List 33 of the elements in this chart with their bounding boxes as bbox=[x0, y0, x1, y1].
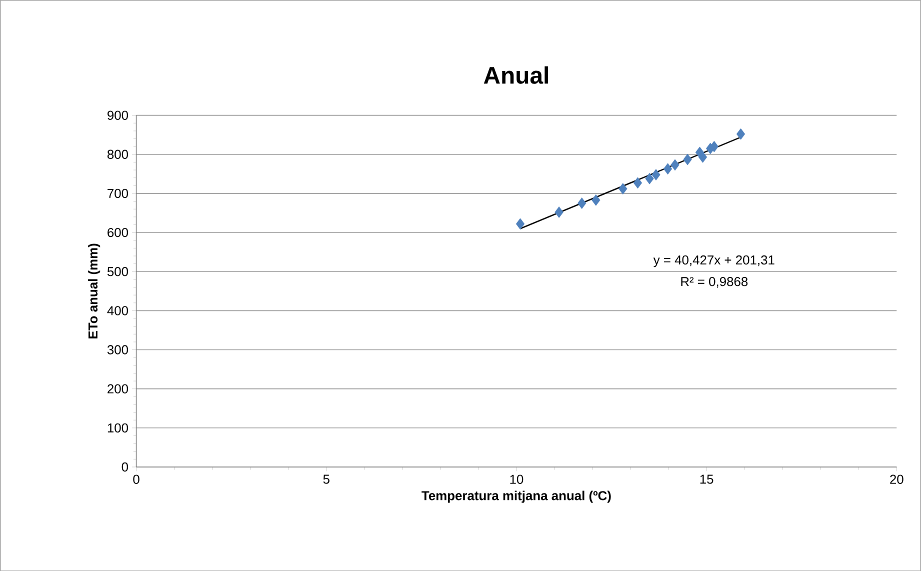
point bbox=[736, 128, 746, 140]
y-tick-label: 400 bbox=[107, 306, 128, 316]
point bbox=[683, 154, 692, 166]
point bbox=[652, 168, 660, 180]
point bbox=[645, 172, 654, 184]
annotation: y = 40,427x + 201,31 bbox=[653, 255, 774, 267]
chart-title: Anual bbox=[484, 66, 548, 84]
point bbox=[578, 197, 586, 209]
point bbox=[618, 182, 628, 194]
x-tick-label: 15 bbox=[700, 474, 714, 484]
point bbox=[516, 218, 525, 230]
y-tick-label: 700 bbox=[108, 188, 128, 198]
y-tick-label: 500 bbox=[107, 266, 128, 276]
y-tick-label: 800 bbox=[107, 150, 128, 159]
annotation: R² = 0,9868 bbox=[681, 276, 748, 288]
x-tick-label: 5 bbox=[323, 474, 330, 484]
y-tick-label: 0 bbox=[122, 462, 128, 472]
x-tick-label: 0 bbox=[133, 474, 140, 484]
y-tick-label: 200 bbox=[108, 384, 128, 394]
point bbox=[698, 151, 708, 163]
point bbox=[663, 163, 672, 174]
y-tick-label: 100 bbox=[108, 423, 128, 432]
point bbox=[670, 159, 680, 170]
x-tick-label: 10 bbox=[510, 474, 524, 484]
point bbox=[633, 177, 642, 188]
x-axis-title: Temperatura mitjana anual (ºC) bbox=[422, 490, 611, 503]
y-axis-title: ETo anual (mm) bbox=[88, 244, 100, 338]
x-tick-label: 20 bbox=[890, 474, 904, 484]
point bbox=[554, 206, 564, 218]
y-tick-label: 300 bbox=[107, 345, 128, 354]
y-tick-label: 900 bbox=[108, 110, 128, 120]
y-tick-label: 600 bbox=[108, 228, 128, 237]
point bbox=[592, 194, 600, 206]
